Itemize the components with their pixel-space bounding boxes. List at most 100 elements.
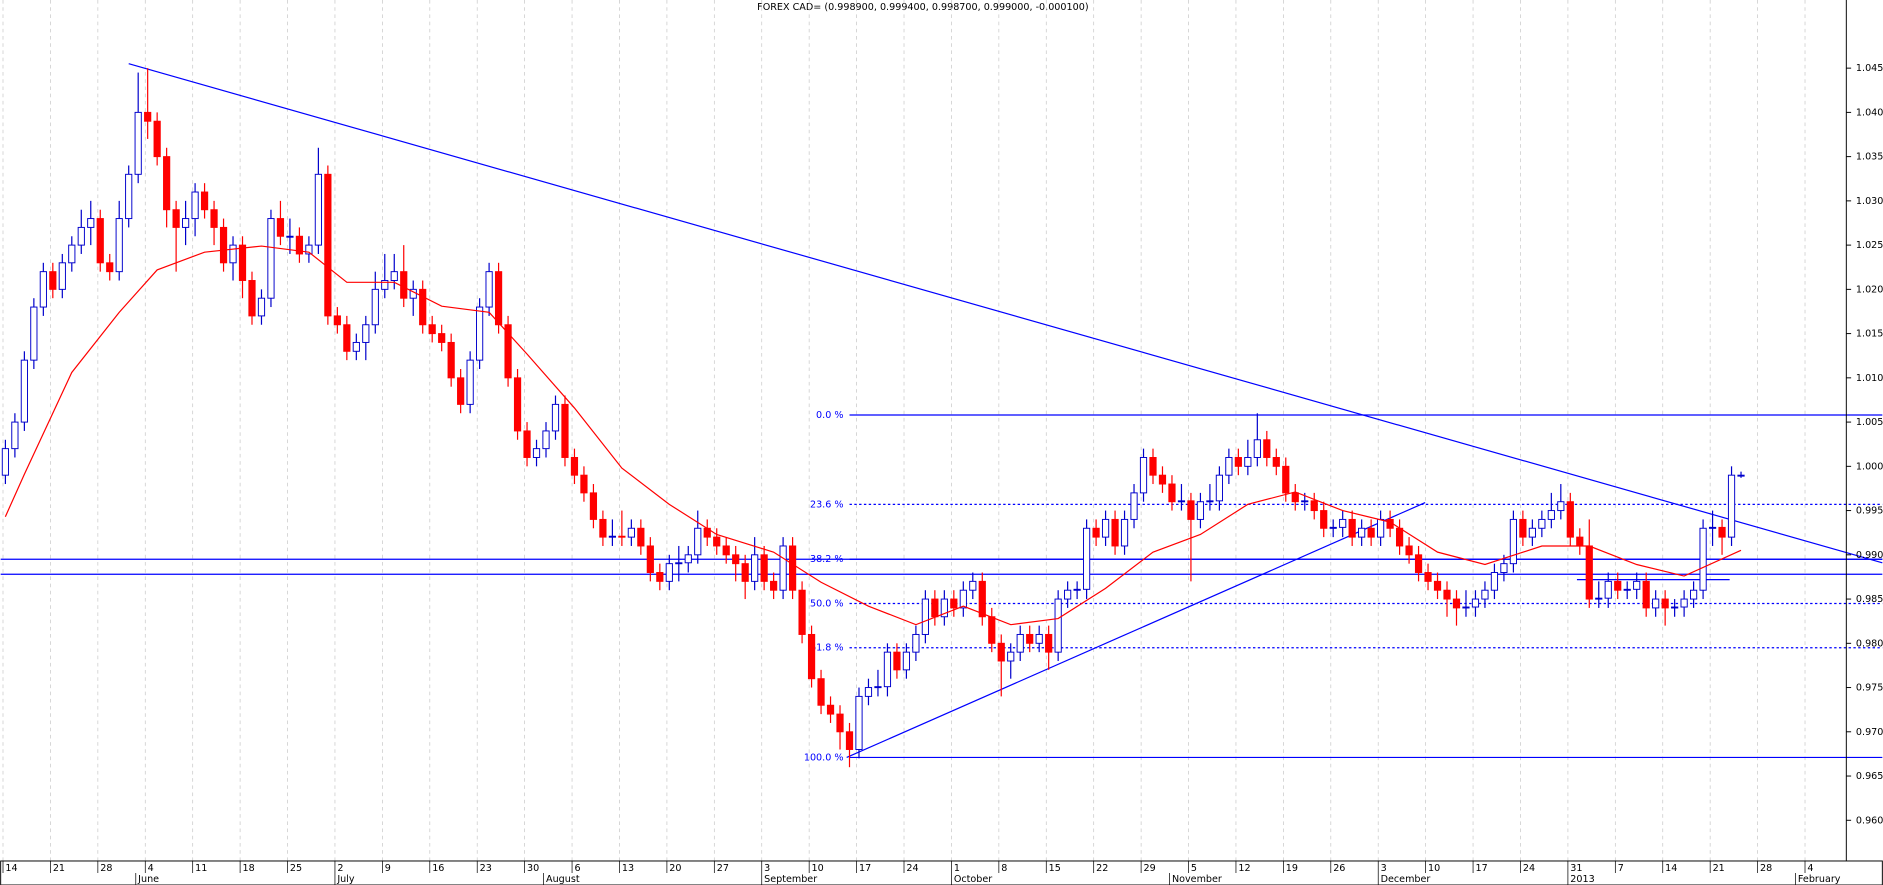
candle-body [400, 271, 408, 299]
candle-body [1547, 510, 1555, 520]
candle-body [1168, 483, 1176, 503]
month-label: June [137, 874, 159, 885]
candle-body [295, 235, 304, 255]
candle-body [210, 209, 218, 228]
month-label: October [954, 874, 992, 885]
candle-body [87, 218, 95, 228]
x-tick-label: 15 [1049, 863, 1061, 874]
candle-body [627, 527, 635, 538]
candle-body [684, 554, 692, 564]
y-tick-label: 0.975 [1856, 683, 1883, 694]
candle-body [447, 341, 455, 379]
x-tick-label: 30 [527, 863, 539, 874]
candle-body [599, 518, 607, 538]
y-tick-label: 1.005 [1856, 417, 1883, 428]
x-tick-label: 10 [1428, 863, 1440, 874]
month-label: November [1172, 874, 1222, 885]
candle-body [96, 218, 104, 264]
candle-body [1699, 527, 1707, 591]
x-tick-label: 28 [1760, 863, 1772, 874]
candle-body [324, 173, 332, 317]
candle-body [732, 554, 740, 565]
candle-body [1111, 518, 1119, 547]
y-tick-label: 0.980 [1856, 638, 1883, 649]
candle-body [826, 704, 835, 715]
candle-body [39, 271, 47, 308]
candle-body [257, 297, 266, 317]
candle-body [713, 536, 721, 547]
y-tick-label: 0.990 [1856, 550, 1883, 561]
candle-body [912, 633, 920, 653]
candle-body [1538, 518, 1546, 529]
candle-body [874, 686, 882, 689]
x-tick-label: 22 [1096, 863, 1108, 874]
candle-body [1206, 500, 1214, 503]
candle-body [1433, 580, 1442, 591]
candle-body [1566, 501, 1574, 538]
candle-body [864, 687, 873, 697]
candle-body [1177, 500, 1186, 503]
candle-body [305, 244, 313, 255]
month-label: September [764, 874, 817, 885]
candle-body [238, 244, 247, 281]
candle-body [49, 271, 57, 290]
x-tick-label: 3 [764, 863, 770, 874]
candle-body [1652, 598, 1660, 609]
candle-body [504, 324, 512, 379]
candle-body [1585, 545, 1593, 600]
x-tick-label: 25 [290, 863, 302, 874]
candle-body [58, 262, 66, 290]
y-tick-label: 1.015 [1856, 329, 1883, 340]
x-tick-label: 26 [1333, 863, 1345, 874]
candle-body [1035, 633, 1043, 644]
candle-body [1291, 492, 1299, 503]
y-tick-label: 1.025 [1856, 240, 1883, 251]
x-tick-label: 7 [1618, 863, 1624, 874]
candle-body [589, 492, 598, 520]
trend-line [846, 502, 1426, 759]
candle-body [1301, 500, 1309, 503]
candle-body [1614, 580, 1622, 591]
candle-body [618, 535, 626, 538]
candle-body [760, 554, 768, 582]
candle-body [1671, 606, 1679, 609]
candle-body [836, 713, 844, 733]
candle-body [1101, 518, 1110, 538]
y-tick-label: 1.040 [1856, 107, 1883, 118]
candle-body [276, 218, 285, 237]
candle-body [125, 173, 133, 220]
candle-body [931, 598, 939, 618]
x-tick-label: 28 [100, 863, 112, 874]
candle-body [200, 191, 209, 211]
candle-body [893, 651, 901, 671]
candle-body [1329, 526, 1337, 529]
x-tick-label: 12 [1238, 863, 1250, 874]
candle-body [1481, 589, 1489, 600]
x-tick-label: 27 [717, 863, 729, 874]
x-tick-label: 21 [53, 863, 65, 874]
candle-body [1557, 501, 1565, 512]
candle-body [608, 535, 616, 538]
candle-body [1007, 651, 1015, 662]
candle-body [1320, 510, 1328, 529]
fib-label: 38.2 % [810, 554, 844, 565]
candle-body [1064, 589, 1072, 600]
candle-body [551, 403, 560, 432]
axes: 0.960 0.965 0.970 0.975 0.980 0.985 0.990 0.995… [2, 63, 1883, 885]
x-tick-label: 6 [574, 863, 580, 874]
candle-body [570, 457, 579, 476]
candle-body [286, 235, 294, 238]
candle-body [485, 271, 493, 308]
fib-label: 100.0 % [804, 752, 844, 763]
candle-body [428, 324, 436, 335]
fib-label: 50.0 % [810, 598, 844, 609]
candle-body [1424, 572, 1432, 582]
candle-body [191, 191, 199, 220]
candle-body [1083, 527, 1091, 590]
candle-body [997, 642, 1005, 662]
candle-body [959, 589, 967, 609]
candle-body [1623, 588, 1631, 591]
candle-body [494, 271, 503, 326]
trend-line [128, 63, 1883, 564]
